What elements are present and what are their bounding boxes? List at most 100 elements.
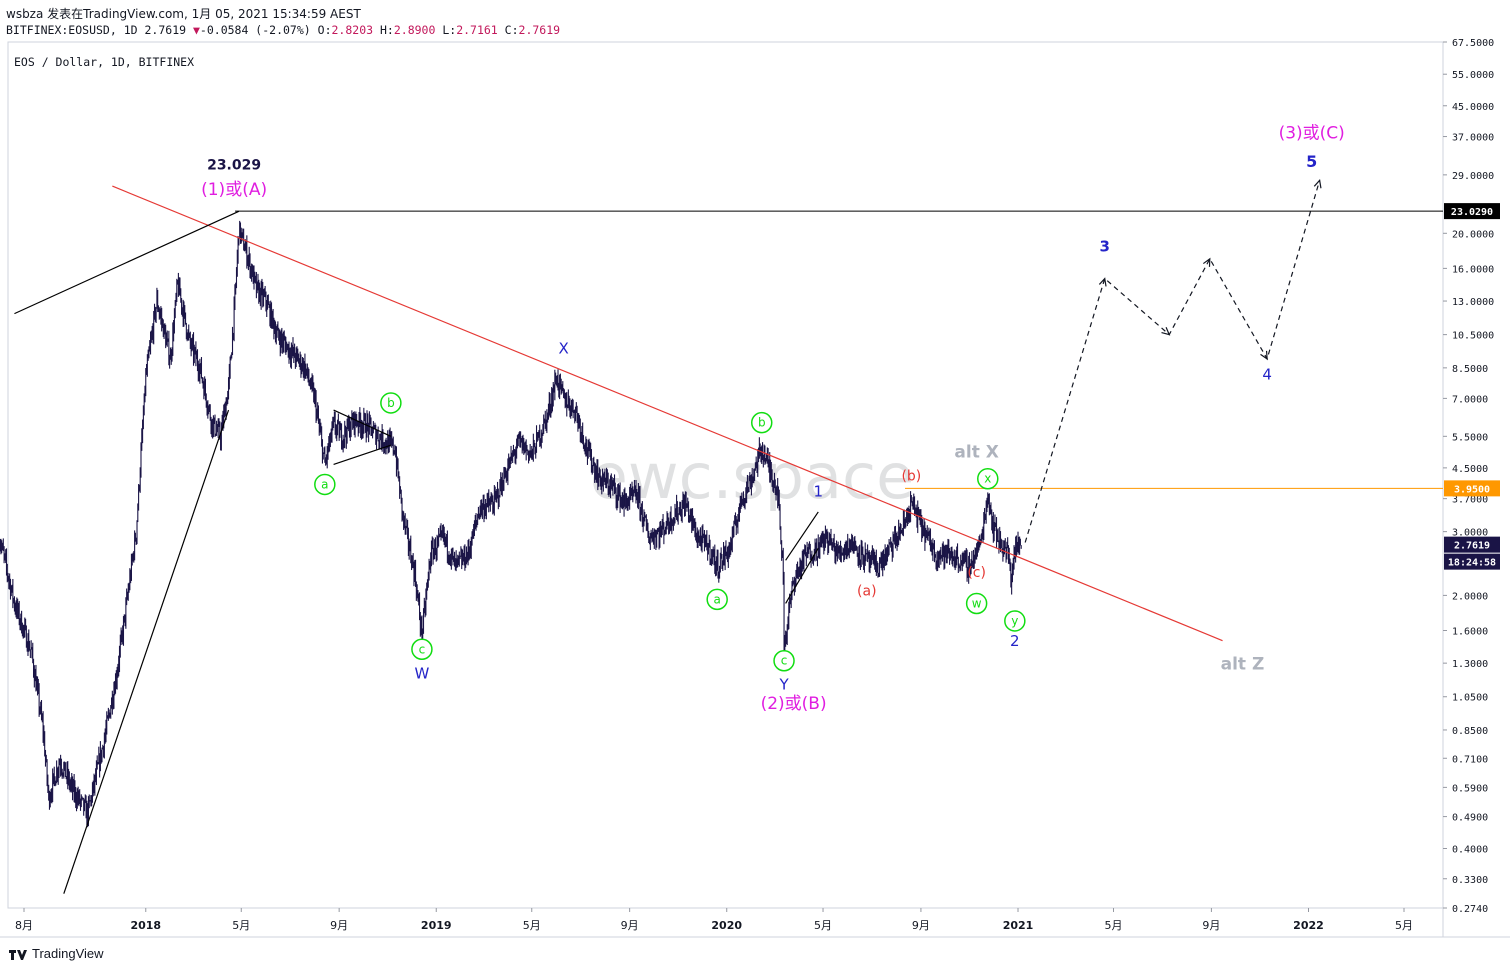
wave-label: 2 <box>1010 632 1020 650</box>
x-tick-label: 2019 <box>421 919 452 932</box>
x-tick-label: 2021 <box>1003 919 1034 932</box>
y-tick-label: 55.0000 <box>1452 70 1494 81</box>
level-price-label: 3.9500 <box>1454 484 1490 495</box>
circled-wave-marker <box>380 392 402 414</box>
red-resistance-line <box>112 185 1223 642</box>
wave-label: (c) <box>967 565 986 581</box>
y-tick-label: 45.0000 <box>1452 102 1494 113</box>
wave-label: (1)或(A) <box>201 180 267 200</box>
y-tick-label: 0.3300 <box>1452 875 1488 886</box>
y-tick-label: 13.0000 <box>1452 297 1494 308</box>
close-label: C:2.7619 <box>504 23 561 37</box>
circled-wave-marker <box>1004 610 1026 632</box>
wave-label: W <box>415 664 430 682</box>
y-tick-label: 0.4900 <box>1452 813 1488 824</box>
y-tick-label: 3.0000 <box>1452 528 1488 539</box>
y-tick-label: 5.5000 <box>1452 432 1488 443</box>
wave-label: 5 <box>1306 152 1317 171</box>
symbol-label: BITFINEX:EOSUSD, 1D <box>6 23 138 37</box>
y-tick-label: 20.0000 <box>1452 229 1494 240</box>
x-tick-label: 5月 <box>1105 919 1123 932</box>
y-tick-label: 37.0000 <box>1452 133 1494 144</box>
level-price-label: 23.0290 <box>1451 207 1493 218</box>
x-tick-label: 2022 <box>1293 919 1324 932</box>
circled-wave-label: x <box>984 472 991 486</box>
circled-wave-marker <box>965 592 988 615</box>
wave-label: (a) <box>857 583 877 599</box>
circled-wave-label: c <box>419 642 426 656</box>
projection-arrowhead <box>1202 257 1211 267</box>
x-tick-label: 8月 <box>15 919 33 932</box>
wave-label: (3)或(C) <box>1279 124 1345 144</box>
diagonal-upper <box>785 511 819 561</box>
wave-label: alt X <box>954 443 998 463</box>
y-tick-label: 1.3000 <box>1452 659 1488 670</box>
circled-wave-label: w <box>972 596 982 610</box>
y-tick-label: 1.0500 <box>1452 693 1488 704</box>
y-tick-label: 3.7000 <box>1452 495 1488 506</box>
y-tick-label: 0.8500 <box>1452 726 1488 737</box>
x-tick-label: 9月 <box>912 919 930 932</box>
circled-wave-label: b <box>387 396 395 410</box>
circled-wave-label: b <box>758 416 766 430</box>
wave-label: (2)或(B) <box>761 694 827 714</box>
y-tick-label: 10.5000 <box>1452 331 1494 342</box>
y-tick-label: 2.0000 <box>1452 591 1488 602</box>
circled-wave-label: c <box>781 654 788 668</box>
last-price-label: 2.7619 <box>1454 541 1490 552</box>
circled-wave-label: y <box>1011 614 1018 628</box>
circled-wave-marker <box>314 473 336 496</box>
diagonal-lower <box>785 547 819 604</box>
x-tick-label: 9月 <box>330 919 348 932</box>
wave-label: X <box>558 340 568 358</box>
y-tick-label: 1.6000 <box>1452 626 1488 637</box>
wave-label: Y <box>778 675 789 693</box>
level-price-tag <box>1444 203 1500 220</box>
black-lower-channel <box>63 409 230 894</box>
wave-label: 1 <box>813 483 823 501</box>
x-tick-label: 5月 <box>814 919 832 932</box>
y-tick-label: 0.4000 <box>1452 845 1488 856</box>
projection-arrowhead <box>1098 277 1107 287</box>
level-price-tag <box>1444 480 1500 497</box>
projection-arrowhead <box>1260 350 1268 361</box>
circled-wave-marker <box>773 649 795 672</box>
black-upper-channel <box>14 210 240 315</box>
y-tick-label: 8.5000 <box>1452 364 1488 375</box>
publish-info: wsbza 发表在TradingView.com, 1月 05, 2021 15… <box>6 7 361 21</box>
last-price-label: 2.7619 <box>144 23 187 37</box>
projection-arrowhead <box>1161 327 1171 336</box>
projection-arrowhead <box>1313 179 1322 189</box>
circled-wave-marker <box>977 467 999 490</box>
x-tick-label: 2020 <box>711 919 742 932</box>
y-tick-label: 7.0000 <box>1452 394 1488 405</box>
x-tick-label: 5月 <box>232 919 250 932</box>
circled-wave-marker <box>706 588 728 611</box>
open-label: O:2.8203 <box>317 23 374 37</box>
y-tick-label: 16.0000 <box>1452 264 1494 275</box>
tradingview-brand: TradingView <box>32 946 104 961</box>
x-tick-label: 5月 <box>1395 919 1413 932</box>
change-label: -0.0584 (-2.07%) <box>199 23 311 37</box>
triangle-upper <box>333 409 392 437</box>
y-tick-label: 0.2740 <box>1452 904 1488 915</box>
x-tick-label: 2018 <box>130 919 161 932</box>
price-bars <box>0 220 1022 828</box>
x-tick-label: 9月 <box>1202 919 1220 932</box>
symbol-ohlc-line: BITFINEX:EOSUSD, 1D 2.7619 ▼-0.0584 (-2.… <box>6 23 560 37</box>
wave-label: (b) <box>901 469 921 485</box>
y-tick-label: 0.5900 <box>1452 783 1488 794</box>
countdown-tag <box>1444 553 1500 570</box>
x-tick-label: 9月 <box>621 919 639 932</box>
y-tick-label: 0.7100 <box>1452 754 1488 765</box>
high-label: H:2.8900 <box>379 23 436 37</box>
circled-wave-label: a <box>321 477 328 491</box>
tradingview-footer[interactable]: TradingView <box>8 946 104 961</box>
wave-label: 23.029 <box>207 158 261 174</box>
y-tick-label: 4.5000 <box>1452 464 1488 475</box>
triangle-lower <box>333 444 392 465</box>
y-tick-label: 29.0000 <box>1452 171 1494 182</box>
x-tick-label: 5月 <box>523 919 541 932</box>
